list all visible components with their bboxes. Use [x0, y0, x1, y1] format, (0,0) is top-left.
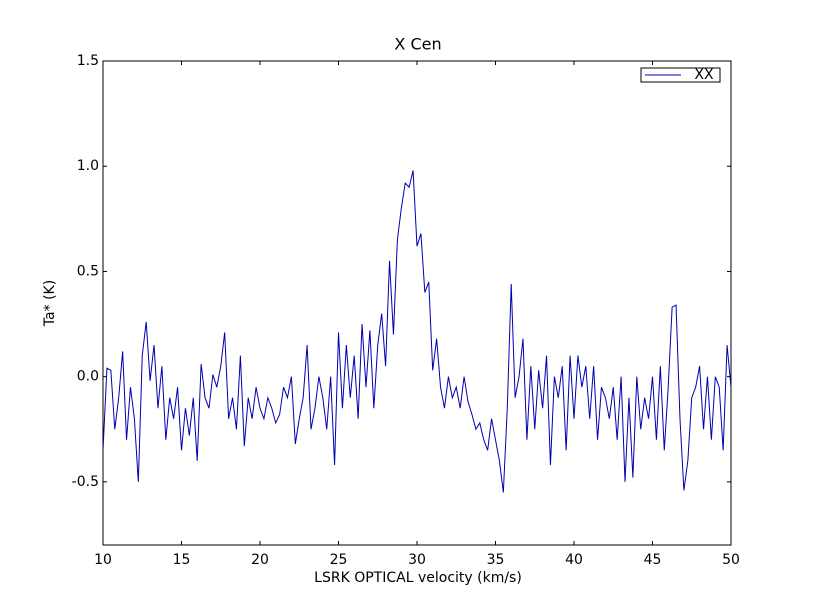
y-axis-label: Ta* (K) [42, 280, 58, 327]
x-tick-label: 20 [251, 552, 269, 568]
y-tick-label: 1.0 [77, 158, 99, 174]
chart-title: X Cen [394, 35, 441, 54]
x-tick-label: 10 [94, 552, 112, 568]
x-tick-label: 40 [565, 552, 583, 568]
x-tick-label: 30 [408, 552, 426, 568]
x-tick-label: 50 [722, 552, 740, 568]
y-tick-label: -0.5 [72, 474, 99, 490]
x-axis-label: LSRK OPTICAL velocity (km/s) [314, 570, 522, 586]
data-line [102, 170, 732, 493]
x-tick-label: 45 [644, 552, 662, 568]
y-tick-label: 1.5 [77, 53, 99, 69]
x-tick-label: 15 [173, 552, 191, 568]
legend-label: XX [694, 67, 714, 83]
x-tick-label: 25 [330, 552, 348, 568]
x-tick-label: 35 [487, 552, 505, 568]
y-tick-label: 0.5 [77, 263, 99, 279]
y-tick-label: 0.0 [77, 369, 99, 385]
